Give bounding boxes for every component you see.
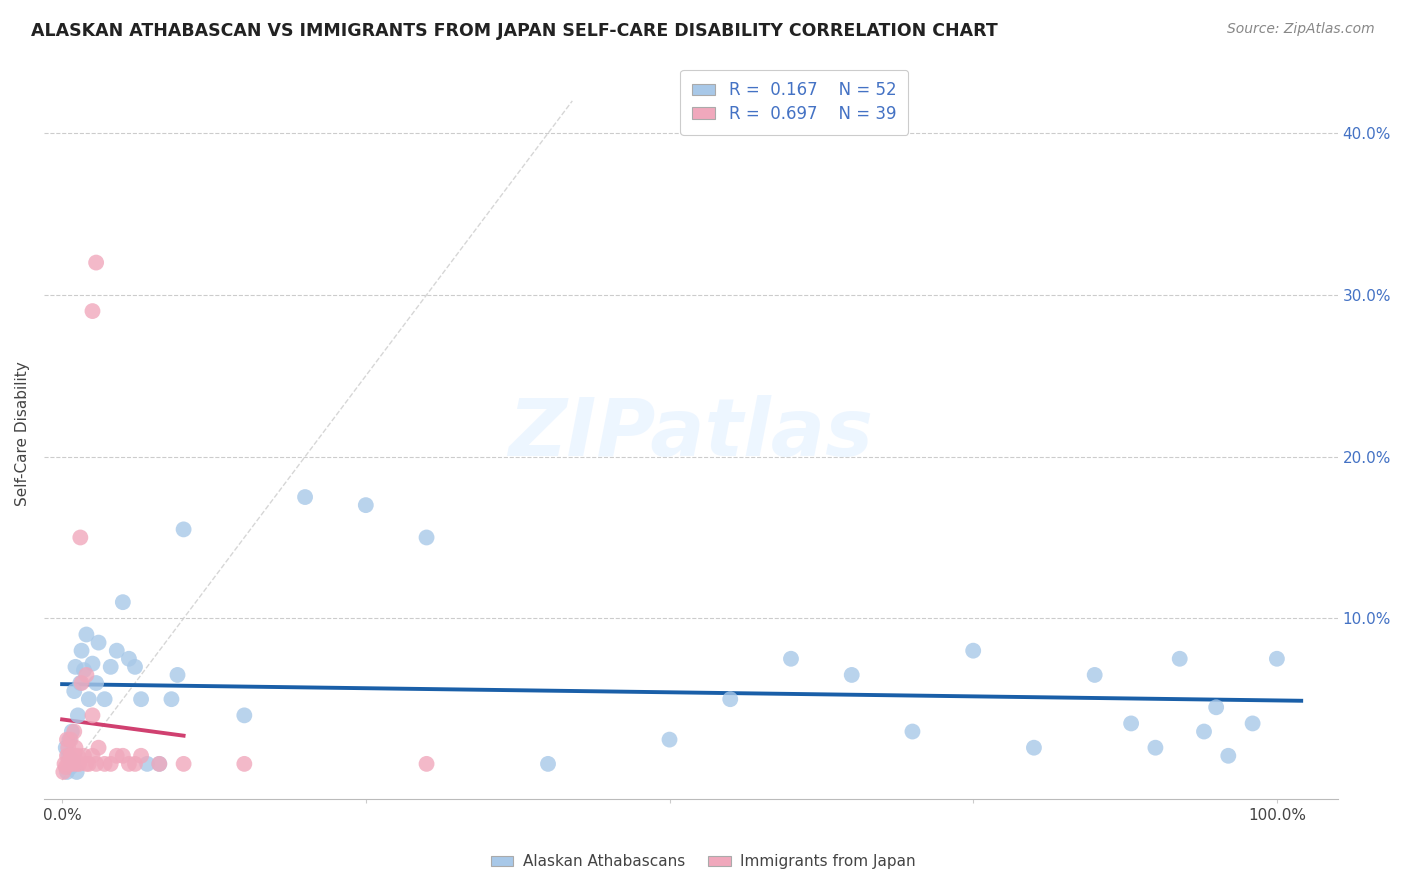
Point: [415, 531, 437, 545]
Point: [148, 756, 170, 771]
Point: [1192, 724, 1215, 739]
Point: [105, 748, 128, 763]
Point: [129, 748, 152, 763]
Point: [60, 748, 83, 763]
Point: [233, 708, 256, 723]
Point: [58, 756, 80, 771]
Point: [56, 748, 79, 763]
Point: [56, 756, 79, 771]
Point: [60, 724, 83, 739]
Point: [75, 668, 97, 682]
Point: [59, 748, 82, 763]
Point: [58, 732, 80, 747]
Point: [129, 692, 152, 706]
Point: [66, 748, 89, 763]
Point: [55, 760, 77, 774]
Point: [537, 756, 560, 771]
Point: [1241, 716, 1264, 731]
Point: [66, 708, 89, 723]
Point: [105, 643, 128, 657]
Point: [65, 660, 87, 674]
Point: [77, 692, 100, 706]
Point: [84, 255, 107, 269]
Point: [160, 692, 183, 706]
Point: [56, 740, 79, 755]
Y-axis label: Self-Care Disability: Self-Care Disability: [15, 361, 30, 507]
Point: [901, 724, 924, 739]
Point: [294, 490, 316, 504]
Point: [82, 708, 104, 723]
Point: [87, 740, 110, 755]
Text: ALASKAN ATHABASCAN VS IMMIGRANTS FROM JAPAN SELF-CARE DISABILITY CORRELATION CHA: ALASKAN ATHABASCAN VS IMMIGRANTS FROM JA…: [31, 22, 998, 40]
Point: [52, 764, 75, 779]
Point: [1205, 700, 1227, 714]
Point: [718, 692, 741, 706]
Legend: R =  0.167    N = 52, R =  0.697    N = 39: R = 0.167 N = 52, R = 0.697 N = 39: [681, 70, 908, 135]
Point: [70, 676, 93, 690]
Point: [63, 684, 86, 698]
Point: [100, 756, 122, 771]
Point: [1084, 668, 1107, 682]
Point: [148, 756, 170, 771]
Point: [1022, 740, 1045, 755]
Point: [56, 748, 79, 763]
Point: [173, 756, 195, 771]
Point: [962, 643, 984, 657]
Point: [87, 635, 110, 649]
Point: [59, 732, 82, 747]
Point: [55, 740, 77, 755]
Point: [62, 754, 84, 768]
Point: [1218, 748, 1240, 763]
Point: [1168, 652, 1191, 666]
Point: [65, 740, 87, 755]
Point: [69, 531, 91, 545]
Point: [84, 756, 107, 771]
Point: [111, 748, 134, 763]
Point: [780, 652, 803, 666]
Point: [173, 522, 195, 536]
Point: [82, 657, 104, 671]
Point: [66, 756, 89, 771]
Point: [82, 748, 104, 763]
Point: [118, 756, 141, 771]
Text: ZIPatlas: ZIPatlas: [508, 395, 873, 473]
Point: [1119, 716, 1142, 731]
Point: [1265, 652, 1288, 666]
Point: [111, 595, 134, 609]
Point: [77, 756, 100, 771]
Point: [658, 732, 681, 747]
Point: [56, 732, 79, 747]
Point: [75, 627, 97, 641]
Point: [100, 660, 122, 674]
Point: [82, 304, 104, 318]
Point: [233, 756, 256, 771]
Point: [124, 660, 146, 674]
Point: [354, 498, 377, 512]
Point: [93, 692, 115, 706]
Point: [69, 676, 91, 690]
Point: [63, 724, 86, 739]
Point: [56, 764, 79, 779]
Point: [62, 756, 84, 771]
Point: [136, 756, 159, 771]
Point: [118, 652, 141, 666]
Point: [73, 748, 96, 763]
Point: [415, 756, 437, 771]
Point: [67, 756, 90, 771]
Point: [1144, 740, 1167, 755]
Text: Source: ZipAtlas.com: Source: ZipAtlas.com: [1227, 22, 1375, 37]
Legend: Alaskan Athabascans, Immigrants from Japan: Alaskan Athabascans, Immigrants from Jap…: [485, 848, 921, 875]
Point: [841, 668, 863, 682]
Point: [166, 668, 188, 682]
Point: [73, 663, 96, 677]
Point: [93, 756, 115, 771]
Point: [59, 760, 82, 774]
Point: [75, 756, 97, 771]
Point: [66, 764, 89, 779]
Point: [84, 676, 107, 690]
Point: [63, 748, 86, 763]
Point: [70, 643, 93, 657]
Point: [53, 756, 76, 771]
Point: [124, 756, 146, 771]
